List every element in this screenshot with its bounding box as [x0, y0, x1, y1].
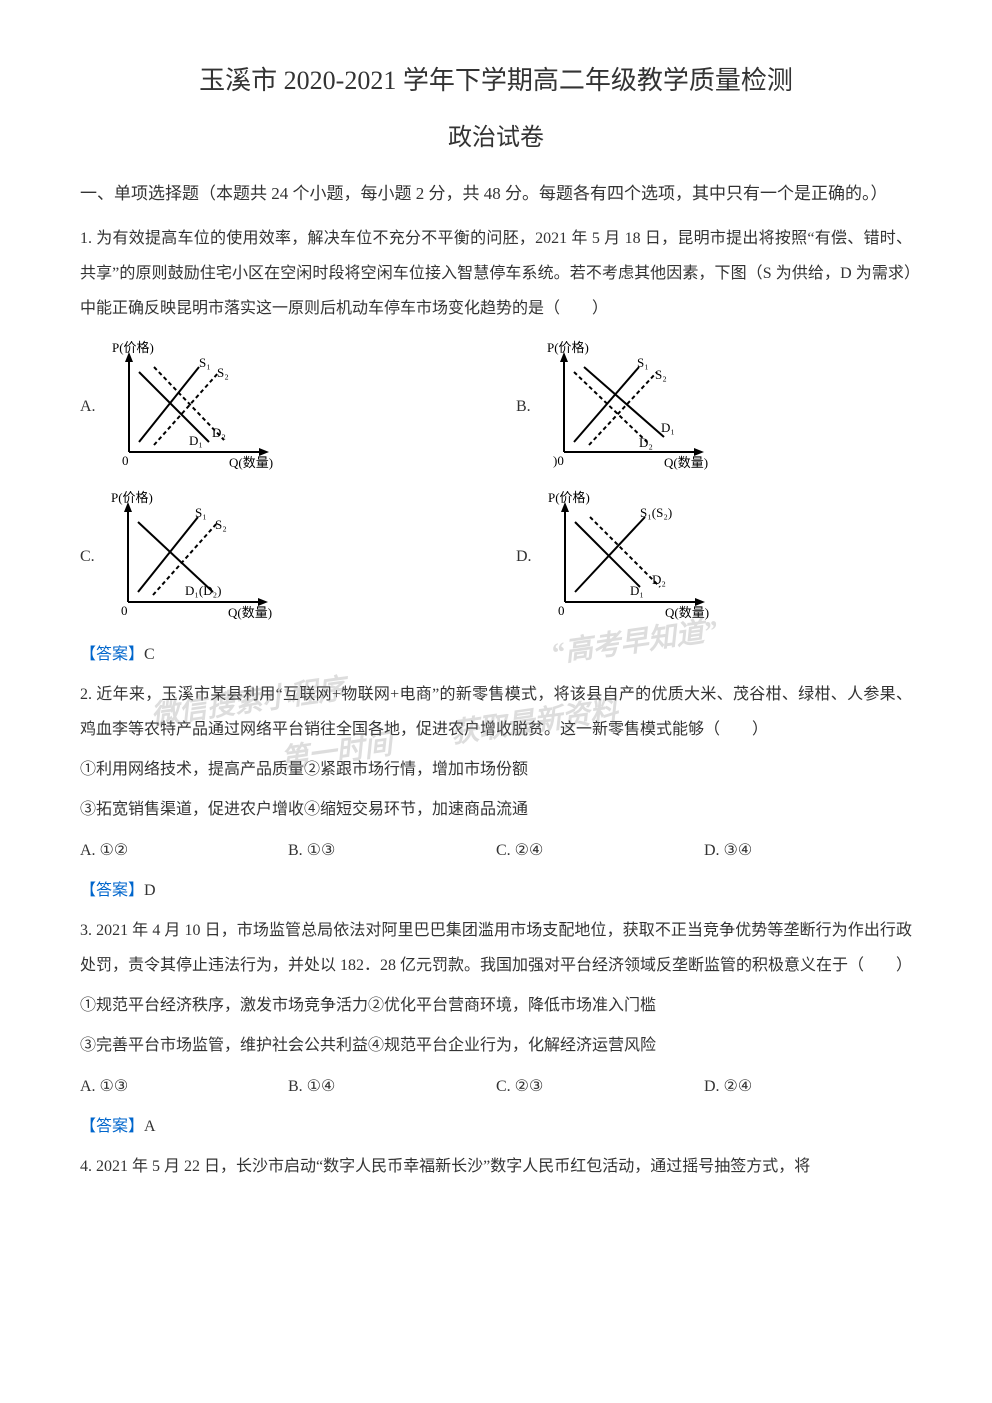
chart-b-svg: P(价格) )0 Q(数量) S₁ S₂ D₁ D₂: [539, 337, 719, 477]
q1-chart-c: C. P(价格) 0 Q(数量) S₁ S₂ D₁(D₂): [80, 487, 476, 627]
q2-answer: 【答案】D: [80, 873, 912, 908]
svg-text:P(价格): P(价格): [112, 340, 154, 355]
svg-text:Q(数量): Q(数量): [229, 455, 273, 470]
answer-label: 【答案】: [80, 646, 144, 663]
q3-item2: ③完善平台市场监管，维护社会公共利益④规范平台企业行为，化解经济运营风险: [80, 1028, 912, 1063]
svg-text:S₁: S₁: [195, 505, 207, 520]
svg-text:D₁(D₂): D₁(D₂): [185, 583, 222, 598]
q2-opt-d: D. ③④: [704, 833, 912, 868]
answer-label: 【答案】: [80, 1118, 144, 1135]
q3-item1: ①规范平台经济秩序，激发市场竞争活力②优化平台营商环境，降低市场准入门槛: [80, 988, 912, 1023]
svg-text:0: 0: [122, 453, 129, 468]
answer-value: C: [144, 646, 155, 663]
q1-text: 1. 为有效提高车位的使用效率，解决车位不充分不平衡的问胚，2021 年 5 月…: [80, 221, 912, 327]
svg-text:Q(数量): Q(数量): [664, 455, 708, 470]
answer-label: 【答案】: [80, 882, 144, 899]
exam-title: 玉溪市 2020-2021 学年下学期高二年级教学质量检测: [80, 60, 912, 97]
q2-item2: ③拓宽销售渠道，促进农户增收④缩短交易环节，加速商品流通: [80, 792, 912, 827]
q3-opt-a: A. ①③: [80, 1069, 288, 1104]
svg-text:S₁: S₁: [637, 355, 649, 370]
q1-chart-d: D. P(价格) 0 Q(数量) S₁(S₂) D₁ D₂: [516, 487, 912, 627]
q4-text: 4. 2021 年 5 月 22 日，长沙市启动“数字人民币幸福新长沙”数字人民…: [80, 1149, 912, 1184]
chart-label-b: B.: [516, 398, 531, 416]
svg-text:S₁(S₂): S₁(S₂): [640, 505, 672, 520]
q2-opt-a: A. ①②: [80, 833, 288, 868]
q1-charts-row1: A. P(价格) 0 Q(数量) S₁ S₂ D₁ D₂ B. P(价格): [80, 337, 912, 477]
q3-answer: 【答案】A: [80, 1109, 912, 1144]
q3-opt-b: B. ①④: [288, 1069, 496, 1104]
svg-text:P(价格): P(价格): [547, 340, 589, 355]
q1-chart-b: B. P(价格) )0 Q(数量) S₁ S₂ D₁ D₂: [516, 337, 912, 477]
svg-text:0: 0: [121, 603, 128, 618]
svg-text:S₂: S₂: [215, 517, 227, 532]
q2-text: 2. 近年来，玉溪市某县利用“互联网+物联网+电商”的新零售模式，将该县自产的优…: [80, 677, 912, 747]
chart-a-svg: P(价格) 0 Q(数量) S₁ S₂ D₁ D₂: [104, 337, 284, 477]
q3-opt-d: D. ②④: [704, 1069, 912, 1104]
q3-options: A. ①③ B. ①④ C. ②③ D. ②④: [80, 1069, 912, 1104]
svg-text:S₂: S₂: [655, 367, 667, 382]
svg-text:Q(数量): Q(数量): [228, 605, 272, 620]
svg-text:D₂: D₂: [652, 572, 666, 587]
svg-text:S₂: S₂: [217, 365, 229, 380]
svg-text:S₁: S₁: [199, 355, 211, 370]
q2-item1: ①利用网络技术，提高产品质量②紧跟市场行情，增加市场份额: [80, 752, 912, 787]
section-header: 一、单项选择题（本题共 24 个小题，每小题 2 分，共 48 分。每题各有四个…: [80, 177, 912, 211]
q1-chart-a: A. P(价格) 0 Q(数量) S₁ S₂ D₁ D₂: [80, 337, 476, 477]
chart-label-d: D.: [516, 548, 532, 566]
q2-opt-c: C. ②④: [496, 833, 704, 868]
svg-text:Q(数量): Q(数量): [665, 605, 709, 620]
svg-text:P(价格): P(价格): [548, 490, 590, 505]
svg-text:D₁: D₁: [661, 420, 675, 435]
exam-subject: 政治试卷: [80, 117, 912, 152]
chart-label-a: A.: [80, 398, 96, 416]
svg-text:D₁: D₁: [630, 583, 644, 598]
answer-value: D: [144, 882, 156, 899]
svg-text:D₂: D₂: [639, 435, 653, 450]
svg-text:D₁: D₁: [189, 433, 203, 448]
q3-opt-c: C. ②③: [496, 1069, 704, 1104]
svg-text:D₂: D₂: [212, 425, 226, 440]
chart-label-c: C.: [80, 548, 95, 566]
chart-d-svg: P(价格) 0 Q(数量) S₁(S₂) D₁ D₂: [540, 487, 720, 627]
svg-text:0: 0: [558, 603, 565, 618]
q2-opt-b: B. ①③: [288, 833, 496, 868]
svg-text:)0: )0: [553, 453, 564, 468]
q3-text: 3. 2021 年 4 月 10 日，市场监管总局依法对阿里巴巴集团滥用市场支配…: [80, 913, 912, 983]
chart-c-svg: P(价格) 0 Q(数量) S₁ S₂ D₁(D₂): [103, 487, 283, 627]
svg-text:P(价格): P(价格): [111, 490, 153, 505]
q2-options: A. ①② B. ①③ C. ②④ D. ③④: [80, 833, 912, 868]
q1-answer: 【答案】C: [80, 637, 912, 672]
answer-value: A: [144, 1118, 156, 1135]
q1-charts-row2: C. P(价格) 0 Q(数量) S₁ S₂ D₁(D₂) D. P(价格) 0…: [80, 487, 912, 627]
